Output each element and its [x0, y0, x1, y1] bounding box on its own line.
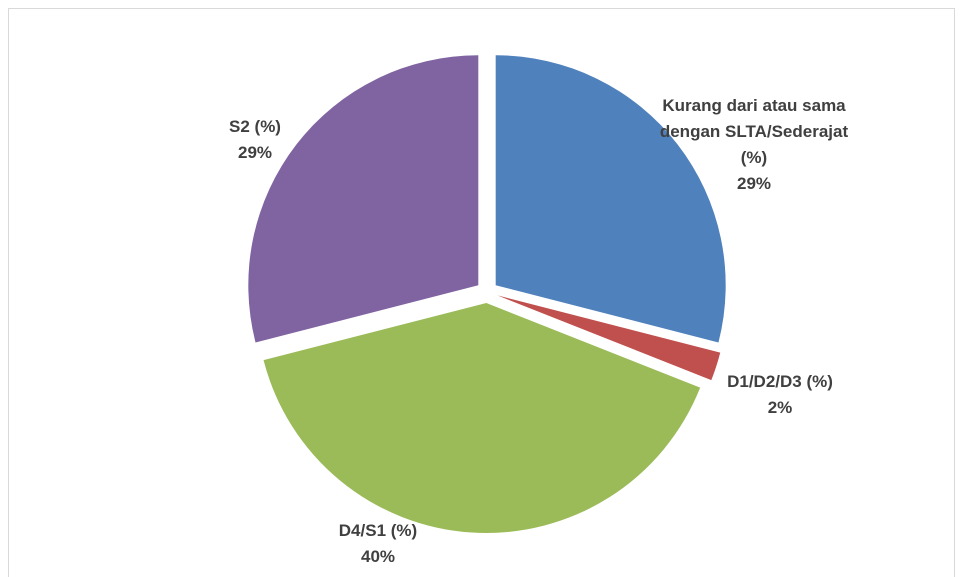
pie-slice: [495, 55, 726, 343]
data-label: Kurang dari atau sama dengan SLTA/Sedera…: [659, 93, 849, 197]
value-label: 29%: [736, 174, 772, 193]
category-label: D1/D2/D3 (%): [727, 372, 833, 391]
pie-slice: [248, 55, 479, 343]
value-label: 40%: [360, 547, 396, 566]
value-label: 29%: [237, 143, 273, 162]
data-label: D1/D2/D3 (%) 2%: [695, 369, 865, 421]
pie-slice: [497, 295, 721, 381]
data-label: D4/S1 (%) 40%: [293, 518, 463, 570]
category-label: Kurang dari atau sama dengan SLTA/Sedera…: [659, 96, 849, 167]
data-label: S2 (%) 29%: [180, 114, 330, 166]
value-label: 2%: [767, 398, 793, 417]
category-label: S2 (%): [229, 117, 281, 136]
chart-border: [8, 8, 955, 577]
pie-slice: [263, 302, 701, 533]
category-label: D4/S1 (%): [338, 521, 418, 540]
